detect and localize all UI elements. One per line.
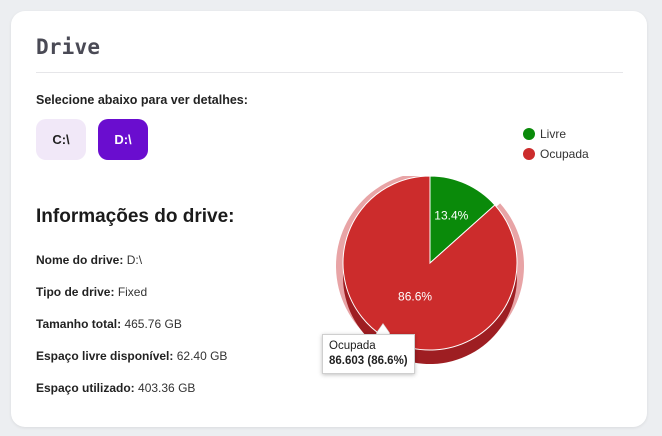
select-label: Selecione abaixo para ver detalhes:	[36, 93, 248, 107]
info-value: 465.76 GB	[124, 317, 182, 331]
info-row-drive-name: Nome do drive: D:\	[36, 253, 142, 267]
info-label: Espaço utilizado:	[36, 381, 135, 395]
legend-dot-ocupada	[523, 148, 535, 160]
info-row-drive-type: Tipo de drive: Fixed	[36, 285, 147, 299]
legend-dot-livre	[523, 128, 535, 140]
legend-item-livre[interactable]: Livre	[523, 124, 589, 144]
pie-chart: 13.4% 86.6%	[336, 176, 524, 364]
info-value: Fixed	[117, 285, 148, 299]
tooltip-title: Ocupada	[329, 340, 376, 352]
card-title: Drive	[36, 35, 101, 59]
chart-tooltip: Ocupada 86.603 (86.6%)	[322, 334, 415, 374]
info-value: 62.40 GB	[176, 349, 228, 363]
divider	[36, 72, 623, 73]
info-title: Informações do drive:	[36, 206, 235, 227]
legend-label: Ocupada	[540, 147, 589, 161]
info-value: 403.36 GB	[138, 381, 196, 395]
info-row-total-size: Tamanho total: 465.76 GB	[36, 317, 182, 331]
tooltip-value: 86.603 (86.6%)	[329, 355, 408, 367]
slice-livre[interactable]	[429, 176, 496, 265]
chart-legend: Livre Ocupada	[523, 124, 589, 164]
legend-label: Livre	[540, 127, 567, 141]
info-row-used-space: Espaço utilizado: 403.36 GB	[36, 381, 195, 395]
info-label: Tamanho total:	[36, 317, 122, 331]
info-label: Tipo de drive:	[36, 285, 115, 299]
drive-button-d[interactable]: D:\	[98, 119, 148, 160]
slice-label: 13.4%	[434, 208, 468, 222]
info-label: Espaço livre disponível:	[36, 349, 174, 363]
info-value: D:\	[126, 253, 143, 267]
tooltip-arrow	[376, 324, 390, 334]
info-row-free-space: Espaço livre disponível: 62.40 GB	[36, 349, 227, 363]
drive-button-c[interactable]: C:\	[36, 119, 86, 160]
drive-card: Drive Selecione abaixo para ver detalhes…	[11, 11, 647, 427]
legend-item-ocupada[interactable]: Ocupada	[523, 144, 589, 164]
slice-label: 86.6%	[398, 289, 432, 303]
info-label: Nome do drive:	[36, 253, 124, 267]
